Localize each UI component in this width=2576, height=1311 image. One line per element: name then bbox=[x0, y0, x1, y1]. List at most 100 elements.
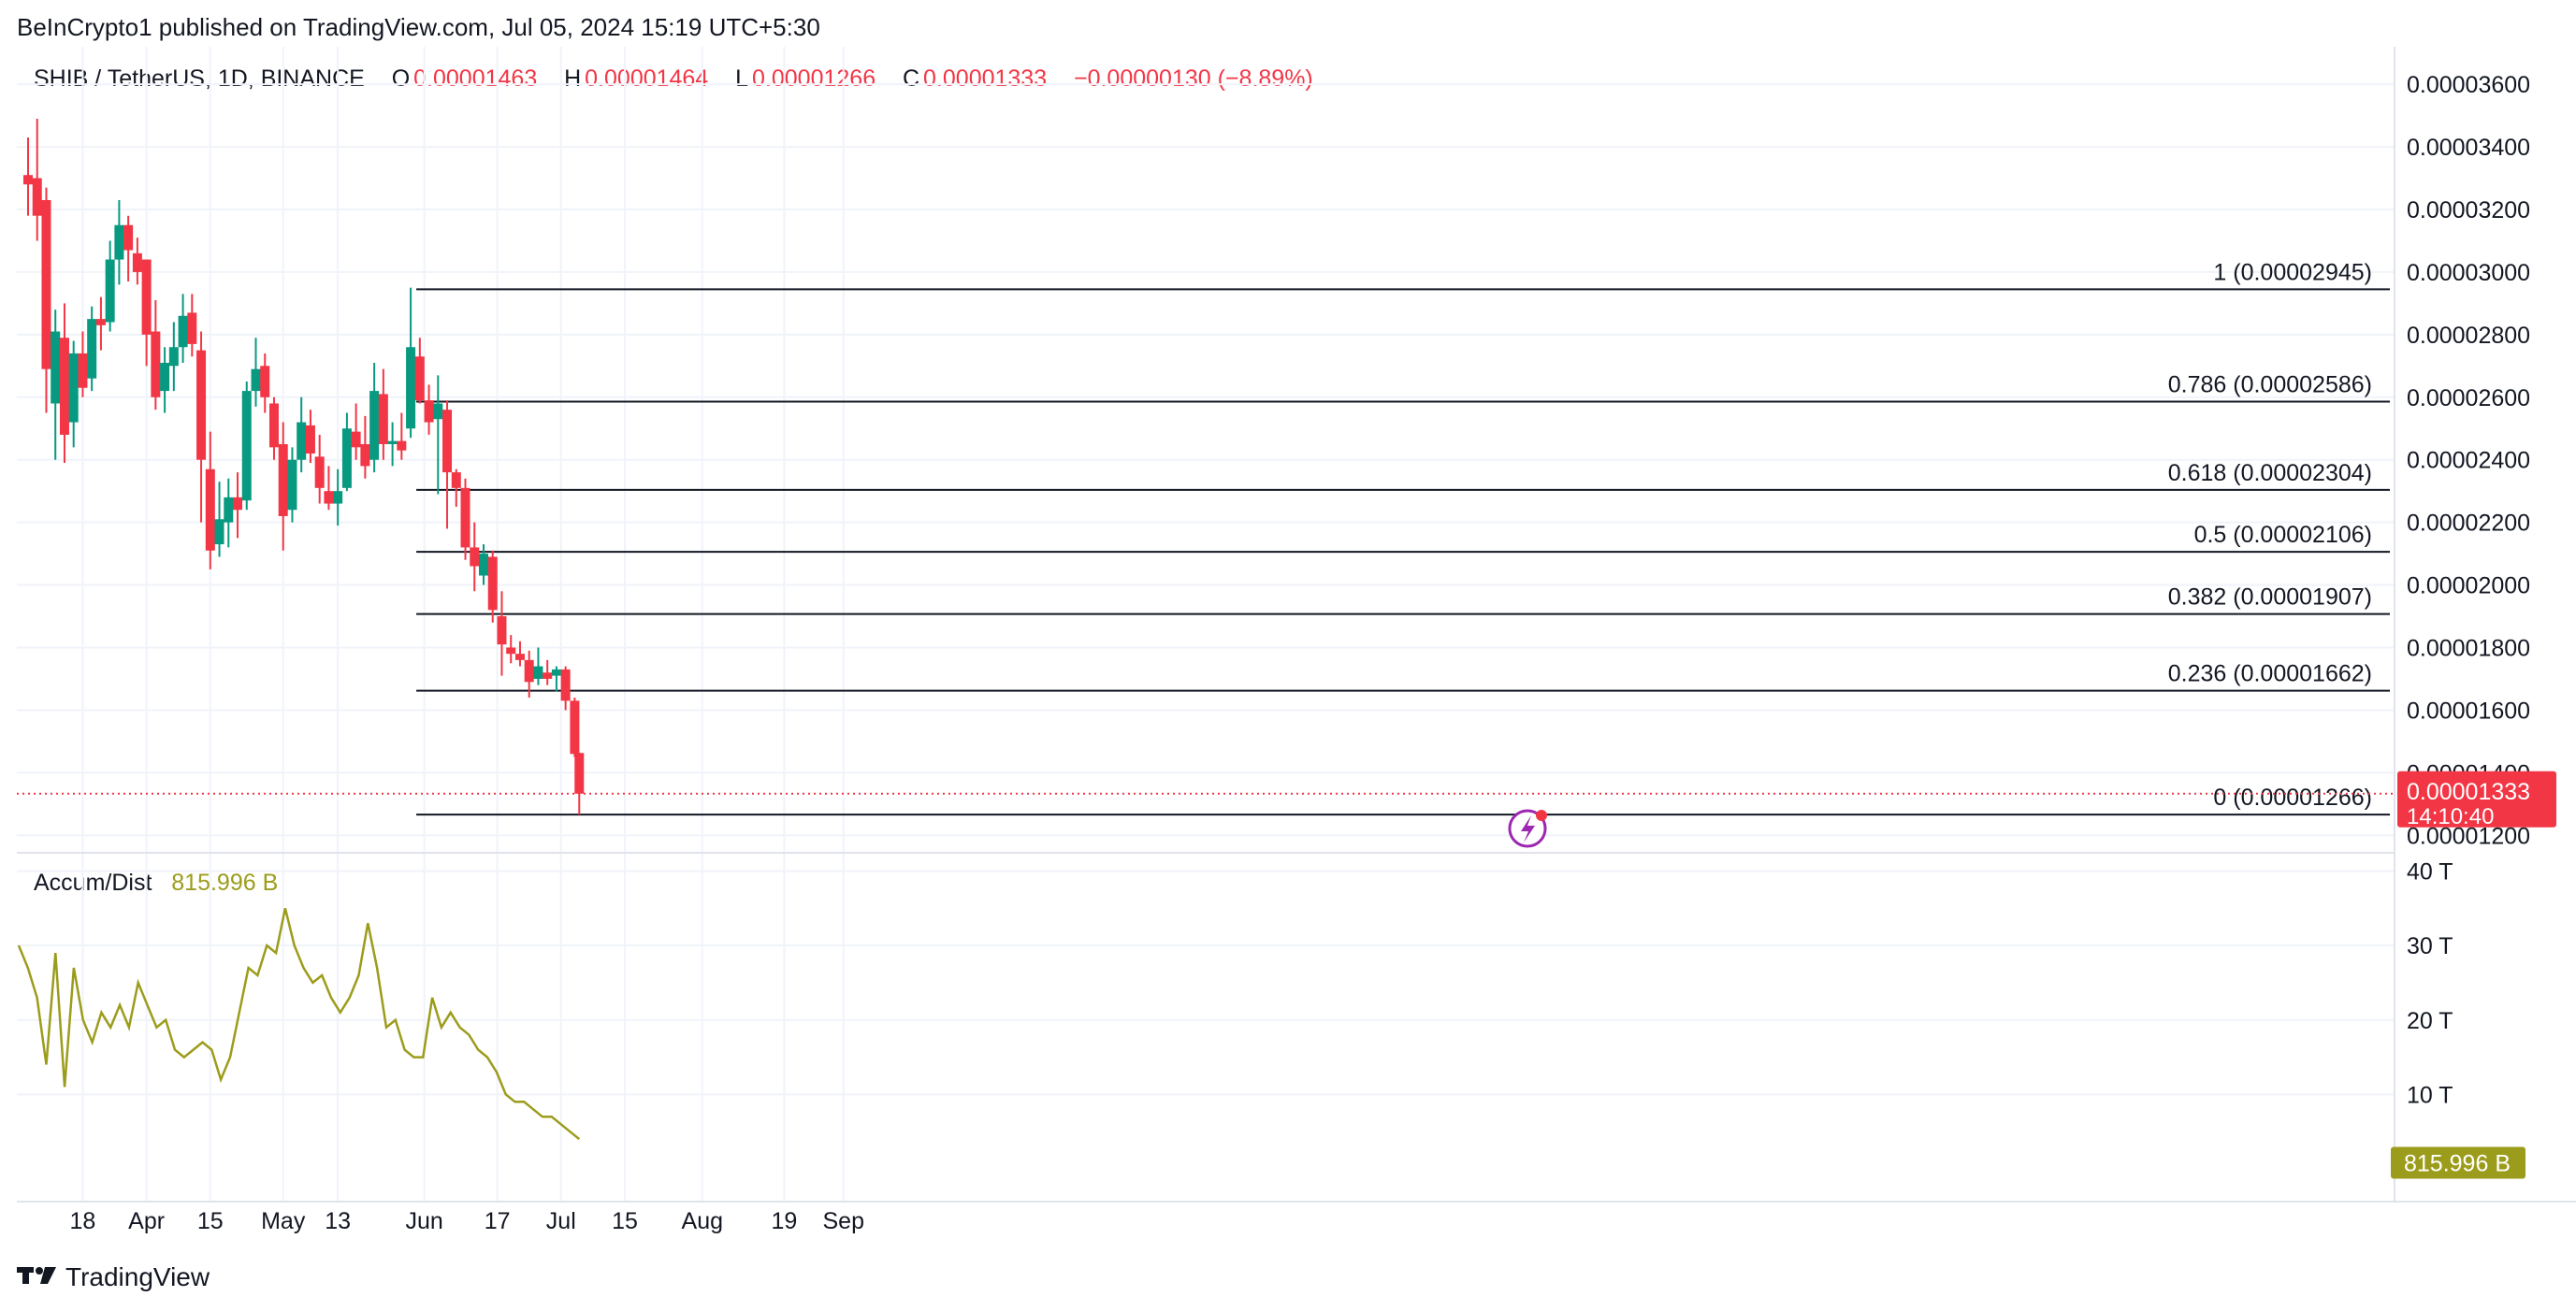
time-tick-label: Jun bbox=[406, 1208, 443, 1234]
candle bbox=[132, 238, 142, 285]
price-tick-label: 0.00003000 bbox=[2407, 260, 2530, 286]
candle-body bbox=[205, 468, 215, 551]
candles bbox=[23, 118, 585, 815]
candle bbox=[451, 468, 461, 507]
candle-body bbox=[551, 669, 561, 676]
fib-level-label: 0 (0.00001266) bbox=[2213, 785, 2372, 811]
price-axis[interactable]: 0.000012000.000014000.000016000.00001800… bbox=[2407, 72, 2530, 849]
fib-level-label: 0.5 (0.00002106) bbox=[2194, 522, 2372, 548]
candle bbox=[105, 240, 115, 332]
candle-body bbox=[560, 669, 571, 701]
candle-body bbox=[397, 440, 407, 451]
close-value: 0.00001333 bbox=[923, 65, 1048, 92]
indicator-value: 815.996 B bbox=[171, 870, 279, 896]
candle bbox=[251, 338, 261, 407]
candle-body bbox=[68, 353, 79, 423]
indicator-legend[interactable]: Accum/Dist 815.996 B bbox=[34, 870, 278, 897]
candle-body bbox=[260, 366, 270, 397]
fib-retracement[interactable]: 1 (0.00002945) 0.786 (0.00002586) 0.618 (0… bbox=[416, 259, 2390, 816]
candle-body bbox=[241, 391, 252, 501]
tradingview-logo-icon bbox=[17, 1262, 56, 1292]
candle bbox=[514, 641, 525, 667]
candle bbox=[287, 447, 297, 523]
candle-body bbox=[187, 312, 197, 344]
candle bbox=[95, 296, 106, 351]
indicator-tick-label: 30 T bbox=[2407, 933, 2453, 959]
footer-brand[interactable]: TradingView bbox=[17, 1262, 210, 1292]
candle bbox=[506, 635, 516, 664]
candle bbox=[297, 396, 307, 473]
indicator-tick-label: 10 T bbox=[2407, 1082, 2453, 1108]
time-tick-label: 13 bbox=[325, 1208, 351, 1234]
candle bbox=[114, 199, 124, 285]
candle-body bbox=[297, 422, 307, 460]
candle bbox=[360, 415, 370, 479]
candle bbox=[351, 403, 361, 460]
candle bbox=[151, 300, 161, 411]
candle-body bbox=[233, 497, 243, 511]
symbol-name[interactable]: SHIB / TetherUS, 1D, BINANCE bbox=[34, 65, 365, 92]
candle bbox=[333, 468, 343, 526]
time-tick-label: 15 bbox=[197, 1208, 224, 1234]
candle-body bbox=[114, 224, 124, 260]
candle bbox=[524, 650, 534, 699]
accum-dist-line bbox=[17, 908, 581, 1141]
candle-body bbox=[251, 368, 261, 392]
candle-body bbox=[406, 347, 416, 429]
flash-event-icon[interactable] bbox=[1508, 809, 1547, 848]
candle bbox=[341, 412, 352, 492]
candle bbox=[51, 310, 61, 460]
candle-body bbox=[524, 659, 534, 683]
fib-level-label: 0.236 (0.00001662) bbox=[2168, 661, 2372, 687]
time-tick-label: May bbox=[261, 1208, 306, 1234]
candle-body bbox=[278, 443, 288, 516]
candle-body bbox=[378, 394, 388, 444]
candle-body bbox=[59, 338, 69, 435]
high-value: 0.00001464 bbox=[585, 65, 709, 92]
candle bbox=[168, 322, 179, 392]
footer-brand-text: TradingView bbox=[65, 1262, 210, 1291]
candle-body bbox=[442, 410, 453, 473]
indicator-axis[interactable]: 10 T 20 T 30 T 40 T bbox=[2407, 859, 2453, 1109]
price-tick-label: 0.00001800 bbox=[2407, 635, 2530, 661]
time-tick-label: 18 bbox=[70, 1208, 96, 1234]
candle-body bbox=[305, 425, 315, 454]
candle-body bbox=[151, 331, 161, 397]
indicator-tick-label: 20 T bbox=[2407, 1008, 2453, 1034]
candle-body bbox=[470, 547, 480, 567]
candle-body bbox=[414, 356, 425, 401]
candle-body bbox=[287, 459, 297, 511]
candle bbox=[387, 422, 398, 467]
candle-body bbox=[424, 400, 434, 423]
price-tick-label: 0.00003200 bbox=[2407, 197, 2530, 223]
time-axis[interactable]: 18 Apr 15 May 13 Jun 17 Jul 15 Aug 19 Sep bbox=[70, 1208, 864, 1234]
indicator-badge: 815.996 B bbox=[2391, 1146, 2525, 1179]
indicator-tick-label: 40 T bbox=[2407, 859, 2453, 886]
time-tick-label: 19 bbox=[772, 1208, 798, 1234]
candle-body bbox=[574, 753, 585, 794]
candle bbox=[260, 353, 270, 413]
candle bbox=[397, 412, 407, 460]
price-tick-label: 0.00002200 bbox=[2407, 511, 2530, 537]
price-tick-label: 0.00002800 bbox=[2407, 323, 2530, 349]
pane-separators bbox=[17, 47, 2576, 1203]
candle-body bbox=[141, 259, 152, 335]
candle bbox=[543, 659, 553, 685]
candle bbox=[196, 331, 207, 523]
candle-body bbox=[506, 647, 516, 655]
candle bbox=[233, 472, 243, 539]
candle-body bbox=[196, 350, 207, 460]
candle bbox=[560, 666, 571, 711]
indicator-name: Accum/Dist bbox=[34, 870, 152, 896]
candle-body bbox=[51, 331, 61, 404]
current-price-badge-value: 0.00001333 bbox=[2407, 779, 2530, 805]
candle-body bbox=[78, 353, 88, 388]
candle-body bbox=[178, 315, 188, 348]
time-tick-label: 15 bbox=[612, 1208, 638, 1234]
candle bbox=[460, 478, 470, 560]
candle bbox=[205, 431, 215, 569]
candle bbox=[470, 522, 480, 592]
candle bbox=[278, 422, 288, 551]
